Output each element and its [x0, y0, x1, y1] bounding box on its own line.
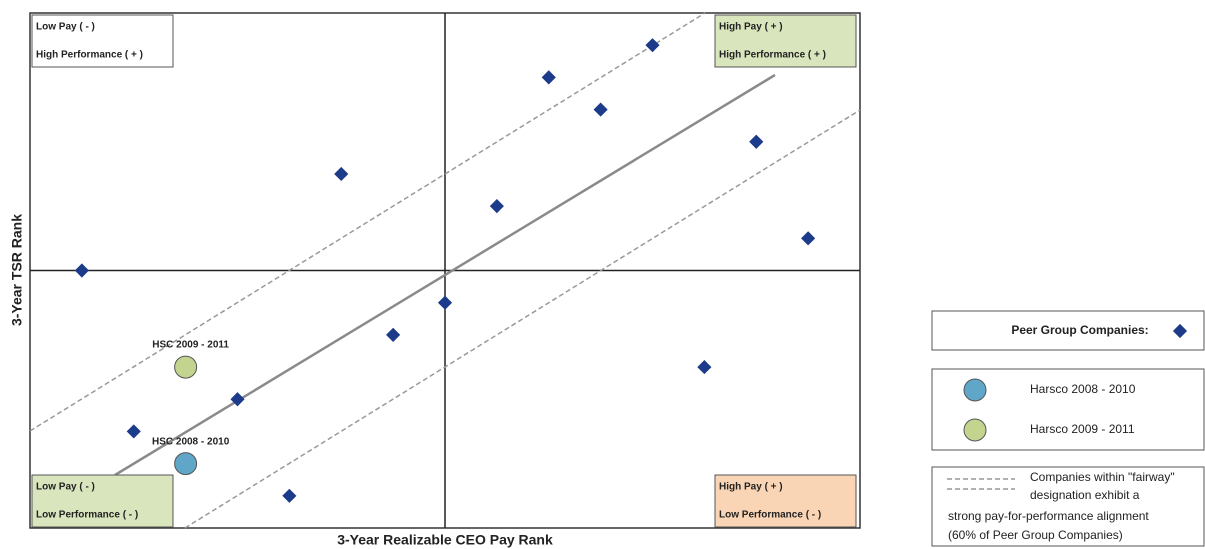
legend-box — [931, 310, 1205, 351]
data-point — [593, 102, 608, 117]
quadrant-label-box — [714, 14, 857, 68]
data-point — [282, 488, 297, 503]
quadrant-label-box — [714, 474, 857, 528]
quadrant-label-box — [31, 474, 174, 528]
data-point — [437, 295, 453, 310]
data-point — [174, 452, 198, 476]
legend-marker — [1172, 323, 1188, 339]
point-label: HSC 2009 - 2011 — [152, 340, 229, 351]
data-point — [230, 392, 245, 407]
data-point — [749, 134, 764, 149]
legend-note: strong pay-for-performance alignment — [948, 509, 1149, 523]
legend-label: Peer Group Companies: — [1011, 323, 1148, 337]
quadrant-label: High Performance ( + ) — [36, 50, 143, 61]
x-axis-label: 3-Year Realizable CEO Pay Rank — [337, 532, 553, 548]
data-point — [386, 327, 401, 342]
legend-box — [931, 466, 1205, 547]
fairway-upper-line — [29, 12, 706, 432]
legend-marker — [963, 418, 987, 442]
quadrant-label: Low Pay ( - ) — [36, 22, 95, 33]
legend-label: Harsco 2008 - 2010 — [1030, 382, 1136, 396]
quadrant-label-box — [31, 14, 174, 68]
quadrant-label: High Performance ( + ) — [719, 50, 826, 61]
quadrant-label: High Pay ( + ) — [719, 22, 783, 33]
legend-label: Harsco 2009 - 2011 — [1030, 422, 1135, 436]
data-point — [541, 70, 556, 85]
quadrant-label: Low Performance ( - ) — [719, 510, 821, 521]
data-point — [645, 38, 660, 53]
data-point — [801, 231, 816, 246]
data-point — [126, 424, 141, 439]
legend-note: designation exhibit a — [1030, 488, 1140, 502]
fairway-center-line — [114, 73, 776, 477]
legend-note: (60% of Peer Group Companies) — [948, 528, 1123, 542]
point-label: HSC 2008 - 2010 — [152, 436, 230, 447]
legend-marker — [963, 378, 987, 402]
quadrant-label: Low Performance ( - ) — [36, 510, 138, 521]
quadrant-label: Low Pay ( - ) — [36, 482, 95, 493]
y-axis-label: 3-Year TSR Rank — [9, 214, 25, 326]
data-point — [697, 359, 712, 375]
data-point — [334, 166, 349, 182]
legend-note: Companies within "fairway" — [1030, 470, 1175, 484]
data-point — [74, 263, 89, 278]
data-point — [174, 355, 198, 379]
quadrant-label: High Pay ( + ) — [719, 482, 783, 493]
fairway-lower-line — [184, 109, 861, 529]
data-point — [489, 199, 504, 214]
